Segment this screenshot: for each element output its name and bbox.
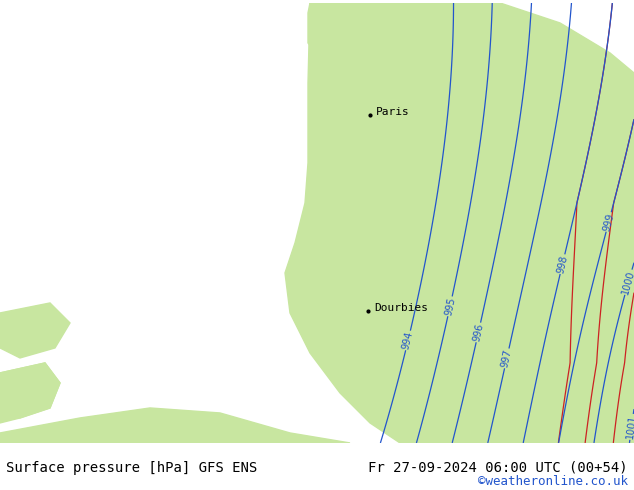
Polygon shape xyxy=(308,3,390,73)
Polygon shape xyxy=(420,3,634,143)
Polygon shape xyxy=(0,303,70,358)
Polygon shape xyxy=(0,363,60,418)
Text: 1000: 1000 xyxy=(620,269,634,295)
Text: 1001: 1001 xyxy=(625,414,634,440)
Polygon shape xyxy=(0,408,350,443)
Text: Dourbies: Dourbies xyxy=(374,303,428,313)
Text: 994: 994 xyxy=(401,330,415,350)
Text: Surface pressure [hPa] GFS ENS: Surface pressure [hPa] GFS ENS xyxy=(6,461,257,475)
Text: 999: 999 xyxy=(602,212,616,232)
Text: Paris: Paris xyxy=(376,107,410,117)
Text: Fr 27-09-2024 06:00 UTC (00+54): Fr 27-09-2024 06:00 UTC (00+54) xyxy=(368,461,628,475)
Text: 996: 996 xyxy=(472,322,485,343)
Text: 998: 998 xyxy=(555,254,569,274)
Text: 997: 997 xyxy=(500,348,514,368)
Polygon shape xyxy=(0,363,60,423)
Polygon shape xyxy=(285,3,634,443)
Text: ©weatheronline.co.uk: ©weatheronline.co.uk xyxy=(477,474,628,488)
Text: 995: 995 xyxy=(443,296,457,317)
